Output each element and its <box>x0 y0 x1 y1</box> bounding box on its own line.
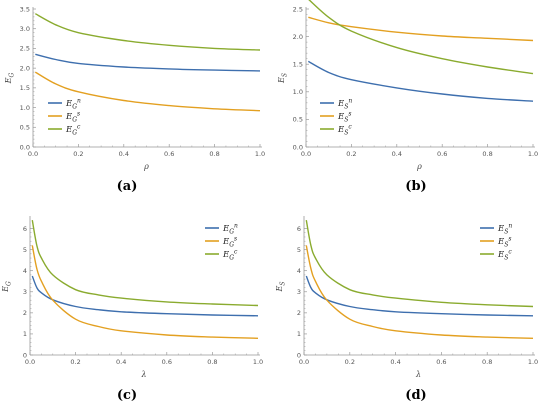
legend-label: ESs <box>497 236 511 249</box>
y-tick-label: 1.5 <box>293 61 303 69</box>
x-tick-label: 0.2 <box>346 150 356 158</box>
panel-caption: (c) <box>117 388 137 403</box>
y-tick-label: 1 <box>297 330 301 338</box>
x-axis-label: λ <box>140 370 146 379</box>
series-line-n <box>35 53 261 72</box>
x-tick-label: 1.0 <box>528 150 538 158</box>
x-tick-label: 0.0 <box>28 150 38 158</box>
y-tick-label: 6 <box>297 225 301 233</box>
legend-label: EGc <box>222 249 238 262</box>
x-tick-label: 0.6 <box>164 150 174 158</box>
legend-label: ESn <box>337 98 352 111</box>
series-line-c <box>305 219 534 308</box>
x-tick-label: 0.4 <box>116 358 126 366</box>
panel-caption: (d) <box>405 388 426 403</box>
series-line-c <box>31 219 259 307</box>
y-tick-label: 3 <box>23 288 27 296</box>
y-tick-label: 2.0 <box>293 33 303 41</box>
x-tick-label: 0.2 <box>73 150 83 158</box>
legend-label: ESc <box>337 124 352 137</box>
y-tick-label: 5 <box>297 246 301 254</box>
x-tick-label: 0.8 <box>209 150 219 158</box>
x-tick-label: 0.8 <box>482 150 492 158</box>
x-axis-label: λ <box>415 370 421 379</box>
series-line-c <box>34 13 261 51</box>
x-tick-label: 0.2 <box>70 358 80 366</box>
y-tick-label: 0 <box>297 351 301 359</box>
x-tick-label: 0.6 <box>437 150 447 158</box>
legend-label: EGs <box>222 236 237 249</box>
y-tick-label: 1 <box>23 330 27 338</box>
y-tick-label: 3 <box>297 288 301 296</box>
y-tick-label: 2.0 <box>20 64 30 72</box>
y-tick-label: 4 <box>297 267 301 275</box>
x-tick-label: 0.8 <box>482 358 492 366</box>
legend-label: ESn <box>497 223 512 236</box>
y-tick-label: 0.0 <box>293 143 303 151</box>
series-line-s <box>34 71 261 112</box>
y-tick-label: 0.5 <box>293 116 303 124</box>
legend-label: EGs <box>65 111 80 124</box>
series-line-s <box>305 245 534 339</box>
y-tick-label: 2.5 <box>20 45 30 53</box>
x-tick-label: 1.0 <box>255 150 265 158</box>
y-tick-label: 4 <box>23 267 27 275</box>
series-line-n <box>31 275 259 317</box>
x-tick-label: 0.4 <box>390 358 400 366</box>
y-tick-label: 3.5 <box>20 5 30 13</box>
y-tick-label: 6 <box>23 225 27 233</box>
y-tick-label: 0.5 <box>20 124 30 132</box>
series-line-n <box>305 275 534 317</box>
y-tick-label: 0.0 <box>20 143 30 151</box>
y-tick-label: 1.0 <box>293 88 303 96</box>
chart-panel-b: 0.0 0.2 0.4 0.6 0.8 1.0 0.0 0.5 1.0 1.5 2.0 2.5 ρ ES E… <box>277 0 538 194</box>
series-line-n <box>307 60 534 102</box>
y-tick-label: 5 <box>23 246 27 254</box>
y-tick-label: 1.0 <box>20 104 30 112</box>
x-tick-label: 0.6 <box>436 358 446 366</box>
y-axis-label: EG <box>4 72 16 84</box>
x-tick-label: 0.6 <box>162 358 172 366</box>
series-line-c <box>308 0 534 75</box>
legend-label: EGn <box>65 98 81 111</box>
x-tick-label: 0.4 <box>119 150 129 158</box>
series-line-s <box>308 16 534 42</box>
legend-label: ESs <box>337 111 351 124</box>
x-tick-label: 1.0 <box>528 358 538 366</box>
y-tick-label: 2 <box>23 309 27 317</box>
legend-label: EGn <box>222 223 238 236</box>
x-tick-label: 0.0 <box>299 358 309 366</box>
chart-panel-a: 0.0 0.2 0.4 0.6 0.8 1.0 0.0 0.5 1.0 1.5 2.0 2.5 3.0 3… <box>4 5 265 194</box>
panel-caption: (a) <box>117 179 138 194</box>
legend-label: ESc <box>497 249 512 262</box>
y-tick-label: 2 <box>297 309 301 317</box>
x-tick-label: 0.2 <box>345 358 355 366</box>
y-tick-label: 2.5 <box>293 5 303 13</box>
x-tick-label: 0.4 <box>392 150 402 158</box>
x-tick-label: 0.0 <box>25 358 35 366</box>
y-tick-label: 1.5 <box>20 84 30 92</box>
panel-caption: (b) <box>405 179 426 194</box>
series-line-s <box>31 245 259 339</box>
legend-label: EGc <box>65 124 81 137</box>
y-tick-label: 3.0 <box>20 25 30 33</box>
y-axis-label: EG <box>1 281 13 293</box>
y-tick-label: 0 <box>23 351 27 359</box>
x-axis-label: ρ <box>143 162 149 171</box>
x-tick-label: 1.0 <box>253 358 263 366</box>
y-axis-label: ES <box>275 282 287 293</box>
y-axis-label: ES <box>277 73 289 84</box>
x-axis-label: ρ <box>416 162 422 171</box>
x-tick-label: 0.0 <box>301 150 311 158</box>
x-tick-label: 0.8 <box>207 358 217 366</box>
